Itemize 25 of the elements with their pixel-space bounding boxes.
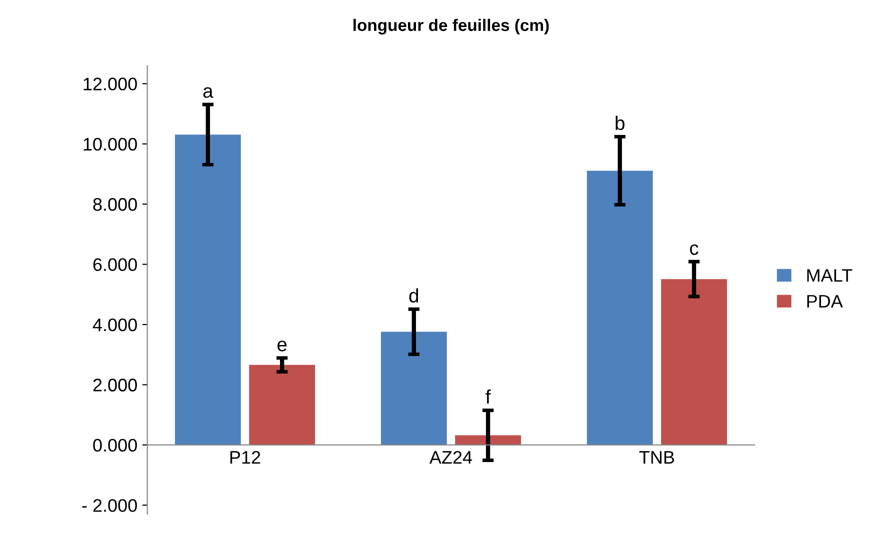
annotation: c xyxy=(690,244,698,255)
bar xyxy=(661,279,727,445)
y-tick-label: - 2.000 xyxy=(82,499,137,512)
x-tick-label: TNB xyxy=(639,451,674,464)
annotation: d xyxy=(409,288,418,303)
annotation: a xyxy=(203,87,214,98)
y-tick-label: 2.000 xyxy=(93,378,137,392)
y-tick-label: 8.000 xyxy=(93,198,137,211)
y-tick-label: 10.000 xyxy=(84,138,137,151)
legend-label: PDA xyxy=(807,295,843,308)
y-tick-label: 4.000 xyxy=(92,318,137,332)
y-tick-label: 12.000 xyxy=(84,78,137,90)
bar xyxy=(586,170,653,445)
annotation: b xyxy=(616,116,624,130)
bar xyxy=(249,364,316,445)
annotation: f xyxy=(486,389,491,404)
legend-label: MALT xyxy=(807,269,852,282)
bar xyxy=(174,134,241,445)
chart-title: longueur de feuilles (cm) xyxy=(354,18,549,34)
annotation: e xyxy=(277,340,287,352)
bar xyxy=(380,332,447,445)
y-tick-label: 6.000 xyxy=(93,258,137,272)
x-tick-label: AZ24 xyxy=(429,450,472,464)
y-tick-label: 0.000 xyxy=(93,438,137,452)
x-tick-label: P12 xyxy=(230,450,260,464)
